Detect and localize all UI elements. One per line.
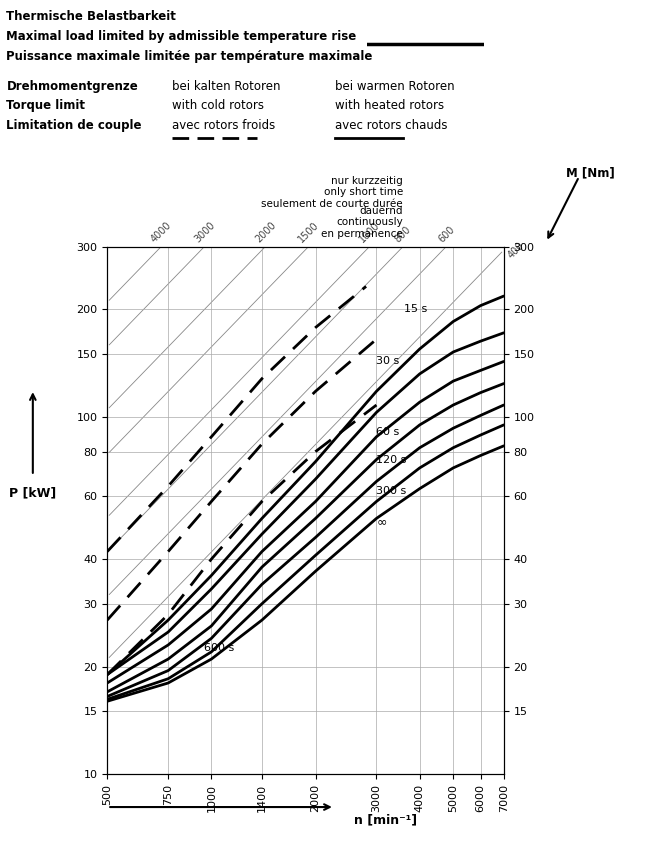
Text: 4000: 4000	[149, 220, 174, 244]
Text: bei warmen Rotoren: bei warmen Rotoren	[335, 80, 454, 93]
Text: avec rotors froids: avec rotors froids	[172, 119, 276, 132]
Text: 300 s: 300 s	[376, 486, 407, 497]
Text: Maximal load limited by admissible temperature rise: Maximal load limited by admissible tempe…	[6, 30, 357, 43]
Text: Torque limit: Torque limit	[6, 99, 86, 112]
Text: 30 s: 30 s	[376, 356, 400, 367]
Text: M [Nm]: M [Nm]	[566, 166, 614, 180]
Text: 1000: 1000	[358, 220, 382, 244]
Text: Thermische Belastbarkeit: Thermische Belastbarkeit	[6, 10, 176, 23]
Text: 600 s: 600 s	[203, 644, 234, 653]
Text: with cold rotors: with cold rotors	[172, 99, 265, 112]
Text: avec rotors chauds: avec rotors chauds	[335, 119, 447, 132]
Text: Puissance maximale limitée par température maximale: Puissance maximale limitée par températu…	[6, 50, 373, 63]
Text: 2000: 2000	[253, 220, 278, 244]
Text: dauernd
continuously
en permanence: dauernd continuously en permanence	[321, 206, 403, 239]
Text: 60 s: 60 s	[376, 426, 400, 437]
Text: 400: 400	[506, 240, 526, 260]
Text: bei kalten Rotoren: bei kalten Rotoren	[172, 80, 281, 93]
Text: nur kurzzeitig
only short time
seulement de courte durée: nur kurzzeitig only short time seulement…	[261, 176, 403, 208]
Text: with heated rotors: with heated rotors	[335, 99, 444, 112]
Text: 15 s: 15 s	[404, 304, 427, 314]
Text: Drehmomentgrenze: Drehmomentgrenze	[6, 80, 138, 93]
Text: 3000: 3000	[192, 220, 216, 244]
Text: P [kW]: P [kW]	[9, 486, 56, 500]
Text: n [min⁻¹]: n [min⁻¹]	[354, 813, 417, 827]
Text: 600: 600	[436, 224, 456, 244]
Text: 800: 800	[393, 224, 413, 244]
Text: ∞: ∞	[376, 515, 387, 528]
Text: 120 s: 120 s	[376, 454, 407, 465]
Text: Limitation de couple: Limitation de couple	[6, 119, 142, 132]
Text: 1500: 1500	[296, 220, 321, 244]
